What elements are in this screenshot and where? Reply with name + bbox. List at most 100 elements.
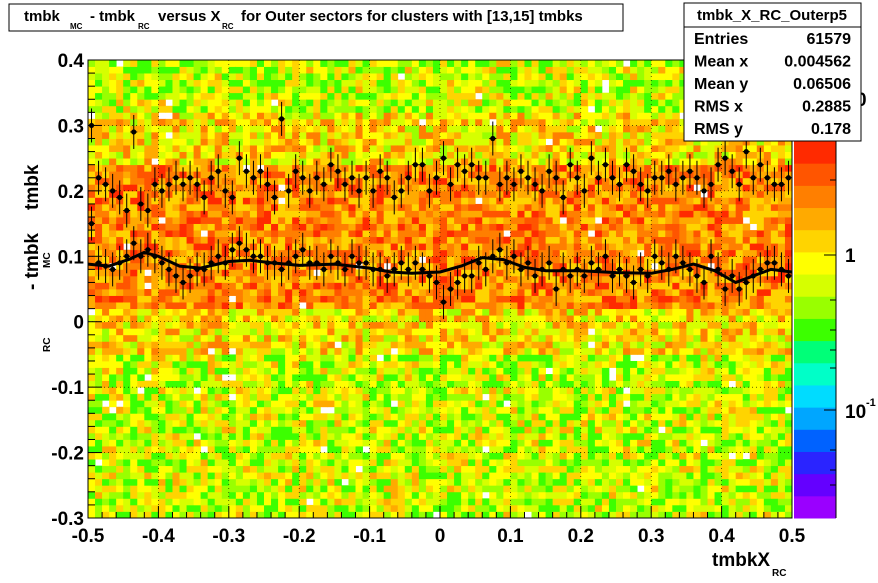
heatmap-cell (242, 112, 251, 120)
heatmap-cell (524, 400, 532, 408)
heatmap-cell (334, 138, 342, 146)
heatmap-cell (404, 99, 413, 107)
heatmap-cell (151, 295, 159, 303)
heatmap-cell (545, 92, 554, 100)
heatmap-cell (496, 145, 504, 152)
heatmap-cell (214, 203, 223, 211)
heatmap-cell (109, 374, 117, 381)
heatmap-cell (461, 432, 469, 440)
heatmap-cell (313, 511, 321, 519)
heatmap-cell (320, 223, 328, 231)
heatmap-cell (207, 341, 216, 349)
heatmap-cell (95, 465, 103, 473)
heatmap-cell (165, 360, 173, 368)
heatmap-cell (454, 341, 462, 349)
heatmap-cell (383, 79, 392, 87)
heatmap-cell (418, 321, 427, 329)
heatmap-cell (510, 66, 518, 74)
heatmap-cell (306, 230, 314, 238)
heatmap-cell (348, 452, 356, 460)
heatmap-cell (299, 99, 307, 107)
heatmap-cell (447, 380, 455, 388)
heatmap-cell (130, 171, 138, 179)
heatmap-cell (221, 465, 230, 473)
heatmap-cell (158, 491, 166, 499)
heatmap-cell (228, 308, 237, 316)
heatmap-cell (503, 498, 511, 506)
heatmap-cell (102, 465, 110, 473)
heatmap-cell (454, 491, 462, 499)
heatmap-cell (552, 73, 561, 81)
heatmap-cell (179, 158, 187, 166)
heatmap-cell (271, 328, 279, 336)
heatmap-cell (278, 400, 286, 408)
heatmap-cell (411, 66, 420, 74)
heatmap-cell (425, 308, 434, 316)
heatmap-cell (249, 491, 258, 499)
heatmap-cell (242, 315, 251, 323)
heatmap-cell (95, 406, 103, 414)
heatmap-cell (327, 426, 335, 434)
heatmap-cell (383, 354, 392, 362)
heatmap-cell (271, 118, 279, 126)
heatmap-cell (545, 432, 554, 440)
heatmap-cell (369, 374, 378, 381)
heatmap-cell (496, 269, 504, 277)
heatmap-cell (186, 66, 194, 74)
heatmap-cell (285, 491, 293, 499)
heatmap-cell (552, 393, 561, 401)
heatmap-cell (271, 86, 279, 94)
heatmap-cell (411, 511, 420, 519)
heatmap-cell (496, 465, 504, 473)
heatmap-cell (278, 360, 286, 368)
heatmap-cell (440, 210, 448, 218)
heatmap-cell (144, 92, 152, 100)
heatmap-cell (102, 321, 110, 329)
heatmap-cell (425, 223, 434, 231)
heatmap-cell (278, 387, 286, 395)
heatmap-cell (397, 426, 406, 434)
heatmap-cell (552, 60, 561, 67)
heatmap-cell (193, 393, 202, 401)
heatmap-cell (362, 230, 370, 238)
heatmap-cell (123, 164, 131, 172)
heatmap-cell (172, 105, 180, 113)
heatmap-cell (348, 406, 356, 414)
heatmap-cell (566, 223, 575, 231)
heatmap-cell (383, 217, 392, 224)
heatmap-cell (158, 289, 166, 296)
heatmap-cell (376, 446, 385, 453)
heatmap-cell (383, 452, 392, 460)
heatmap-cell (348, 328, 356, 336)
heatmap-cell (447, 105, 455, 113)
heatmap-cell (334, 380, 342, 388)
heatmap-cell (109, 308, 117, 316)
heatmap-cell (531, 118, 539, 126)
heatmap-cell (172, 197, 180, 205)
heatmap-cell (130, 400, 138, 408)
heatmap-cell (468, 380, 476, 388)
heatmap-cell (538, 511, 546, 519)
heatmap-cell (249, 86, 258, 94)
heatmap-cell (306, 282, 314, 290)
heatmap-cell (299, 269, 307, 277)
heatmap-cell (552, 79, 561, 87)
heatmap-cell (186, 380, 194, 388)
heatmap-cell (390, 485, 399, 493)
heatmap-cell (214, 387, 223, 395)
heatmap-cell (278, 171, 286, 179)
heatmap-cell (432, 478, 441, 486)
heatmap-cell (566, 236, 575, 244)
heatmap-cell (545, 419, 554, 427)
heatmap-cell (404, 125, 413, 133)
heatmap-cell (327, 138, 335, 146)
heatmap-cell (242, 203, 251, 211)
heatmap-cell (102, 491, 110, 499)
heatmap-cell (440, 177, 448, 185)
heatmap-cell (299, 66, 307, 74)
heatmap-cell (306, 406, 314, 414)
heatmap-cell (461, 118, 469, 126)
heatmap-cell (489, 393, 497, 401)
heatmap-cell (573, 347, 582, 355)
heatmap-cell (517, 380, 525, 388)
